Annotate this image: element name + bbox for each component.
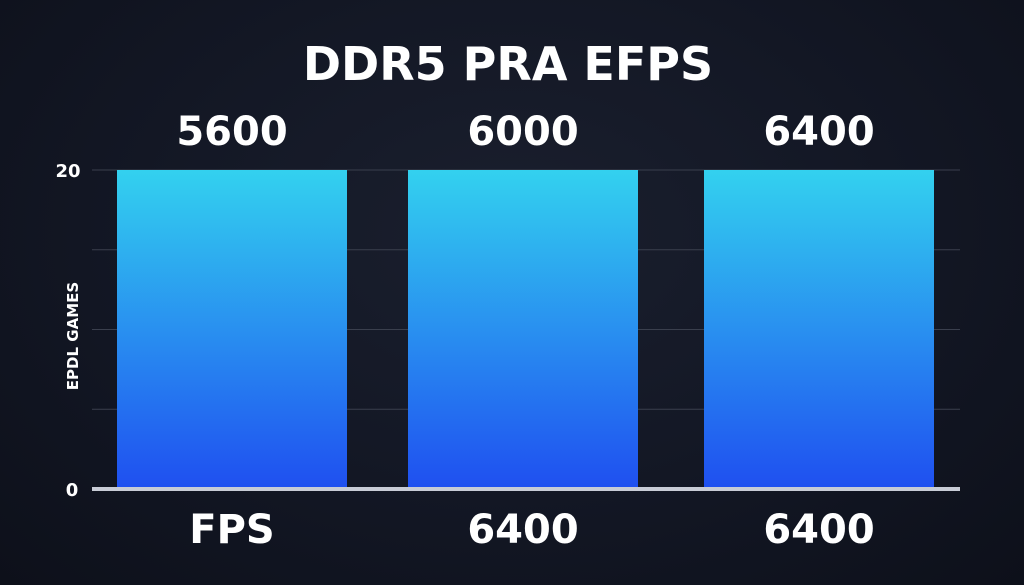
bottom-labels: FPS 6400 6400 bbox=[189, 507, 874, 553]
bars bbox=[117, 170, 934, 489]
top-label-3: 6400 bbox=[763, 109, 874, 155]
bottom-label-3: 6400 bbox=[763, 507, 874, 553]
bar-3 bbox=[704, 170, 934, 489]
bottom-label-2: 6400 bbox=[467, 507, 578, 553]
y-axis-label: EPDL GAMES bbox=[64, 282, 82, 390]
top-label-1: 5600 bbox=[176, 109, 287, 155]
bottom-label-1: FPS bbox=[189, 507, 274, 553]
bar-1 bbox=[117, 170, 347, 489]
top-labels: 5600 6000 6400 bbox=[176, 109, 874, 155]
top-label-2: 6000 bbox=[467, 109, 578, 155]
y-tick-top: 20 bbox=[55, 161, 80, 182]
bar-2 bbox=[408, 170, 638, 489]
chart-title: DDR5 PRA EFPS bbox=[303, 37, 713, 91]
y-tick-zero: 0 bbox=[66, 480, 79, 501]
